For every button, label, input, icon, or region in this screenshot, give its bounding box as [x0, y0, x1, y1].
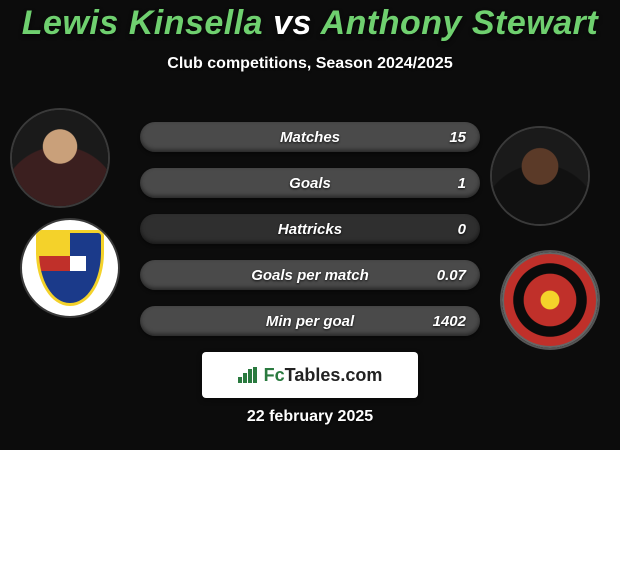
stat-value-right: 0: [458, 214, 466, 244]
stat-row-goals: Goals 1: [140, 168, 480, 198]
subtitle: Club competitions, Season 2024/2025: [0, 55, 620, 73]
stat-value-right: 1402: [433, 306, 466, 336]
stat-row-mpg: Min per goal 1402: [140, 306, 480, 336]
stat-row-hattricks: Hattricks 0: [140, 214, 480, 244]
club-right-crest: [500, 250, 600, 350]
club-left-crest: [20, 218, 120, 318]
brand-suffix: Tables.com: [285, 365, 383, 385]
player-right-avatar: [490, 126, 590, 226]
player-right-face: [492, 128, 588, 224]
stat-row-matches: Matches 15: [140, 122, 480, 152]
stat-label: Hattricks: [140, 214, 480, 244]
title-vs: vs: [273, 4, 312, 42]
stat-label: Matches: [140, 122, 480, 152]
brand-badge: FcTables.com: [202, 352, 418, 398]
stat-value-right: 1: [458, 168, 466, 198]
stat-label: Min per goal: [140, 306, 480, 336]
bar-chart-icon: [238, 367, 258, 383]
player-left-avatar: [10, 108, 110, 208]
brand-text: FcTables.com: [264, 365, 383, 386]
stat-label: Goals per match: [140, 260, 480, 290]
brand-prefix: Fc: [264, 365, 285, 385]
stat-row-gpm: Goals per match 0.07: [140, 260, 480, 290]
stats-container: Matches 15 Goals 1 Hattricks 0 Goals per…: [140, 122, 480, 352]
player-left-face: [12, 110, 108, 206]
comparison-date: 22 february 2025: [0, 408, 620, 426]
page-title: Lewis Kinsella vs Anthony Stewart: [0, 4, 620, 43]
club-right-crest-shape: [502, 252, 598, 348]
stat-value-right: 15: [449, 122, 466, 152]
comparison-card: Lewis Kinsella vs Anthony Stewart Club c…: [0, 0, 620, 450]
stat-label: Goals: [140, 168, 480, 198]
club-left-crest-shape: [36, 230, 103, 307]
title-player1: Lewis Kinsella: [22, 4, 263, 42]
title-player2: Anthony Stewart: [321, 4, 599, 42]
stat-value-right: 0.07: [437, 260, 466, 290]
